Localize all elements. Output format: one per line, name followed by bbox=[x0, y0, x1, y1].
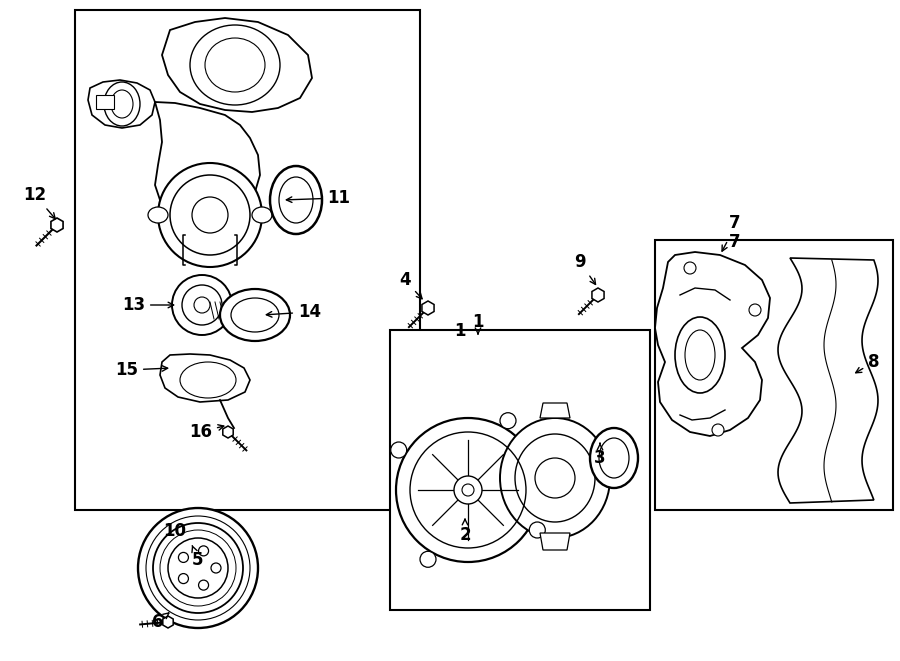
FancyBboxPatch shape bbox=[96, 95, 114, 109]
Text: 9: 9 bbox=[574, 253, 596, 284]
Polygon shape bbox=[51, 218, 63, 232]
Polygon shape bbox=[540, 403, 570, 418]
Text: 1: 1 bbox=[454, 322, 466, 340]
Ellipse shape bbox=[168, 538, 228, 598]
Polygon shape bbox=[155, 102, 260, 215]
Polygon shape bbox=[163, 616, 173, 628]
Ellipse shape bbox=[712, 424, 724, 436]
Ellipse shape bbox=[454, 476, 482, 504]
Text: 3: 3 bbox=[594, 444, 606, 467]
Text: 8: 8 bbox=[856, 353, 879, 373]
FancyBboxPatch shape bbox=[655, 240, 893, 510]
Polygon shape bbox=[540, 533, 570, 550]
Ellipse shape bbox=[590, 428, 638, 488]
FancyBboxPatch shape bbox=[390, 330, 650, 610]
Polygon shape bbox=[160, 354, 250, 402]
Ellipse shape bbox=[500, 412, 516, 429]
Text: 16: 16 bbox=[189, 423, 224, 441]
Text: 12: 12 bbox=[23, 186, 55, 219]
Ellipse shape bbox=[158, 163, 262, 267]
Ellipse shape bbox=[500, 418, 610, 538]
Text: 5: 5 bbox=[192, 545, 203, 569]
Text: 15: 15 bbox=[115, 361, 167, 379]
Text: 7: 7 bbox=[729, 233, 741, 251]
Ellipse shape bbox=[178, 574, 188, 584]
Text: 1: 1 bbox=[472, 313, 484, 334]
Ellipse shape bbox=[529, 522, 545, 538]
Ellipse shape bbox=[749, 304, 761, 316]
Ellipse shape bbox=[391, 442, 407, 458]
Text: 4: 4 bbox=[400, 271, 422, 299]
Text: 13: 13 bbox=[122, 296, 174, 314]
Ellipse shape bbox=[396, 418, 540, 562]
Text: 10: 10 bbox=[164, 522, 186, 540]
FancyBboxPatch shape bbox=[75, 10, 420, 510]
Ellipse shape bbox=[199, 580, 209, 590]
Polygon shape bbox=[88, 80, 155, 128]
Polygon shape bbox=[162, 18, 312, 112]
Text: 2: 2 bbox=[459, 520, 471, 544]
Polygon shape bbox=[422, 301, 434, 315]
Polygon shape bbox=[223, 426, 233, 438]
Text: 14: 14 bbox=[266, 303, 321, 321]
Ellipse shape bbox=[172, 275, 232, 335]
Text: 7: 7 bbox=[729, 214, 741, 232]
Ellipse shape bbox=[220, 289, 290, 341]
Ellipse shape bbox=[178, 553, 188, 563]
Text: 6: 6 bbox=[152, 613, 169, 631]
Text: 11: 11 bbox=[286, 189, 350, 207]
Ellipse shape bbox=[252, 207, 272, 223]
Polygon shape bbox=[778, 258, 878, 503]
Ellipse shape bbox=[199, 546, 209, 556]
Ellipse shape bbox=[270, 166, 322, 234]
Polygon shape bbox=[655, 252, 770, 436]
Ellipse shape bbox=[211, 563, 221, 573]
Ellipse shape bbox=[138, 508, 258, 628]
Polygon shape bbox=[592, 288, 604, 302]
Ellipse shape bbox=[684, 262, 696, 274]
Ellipse shape bbox=[420, 551, 436, 567]
Ellipse shape bbox=[148, 207, 168, 223]
